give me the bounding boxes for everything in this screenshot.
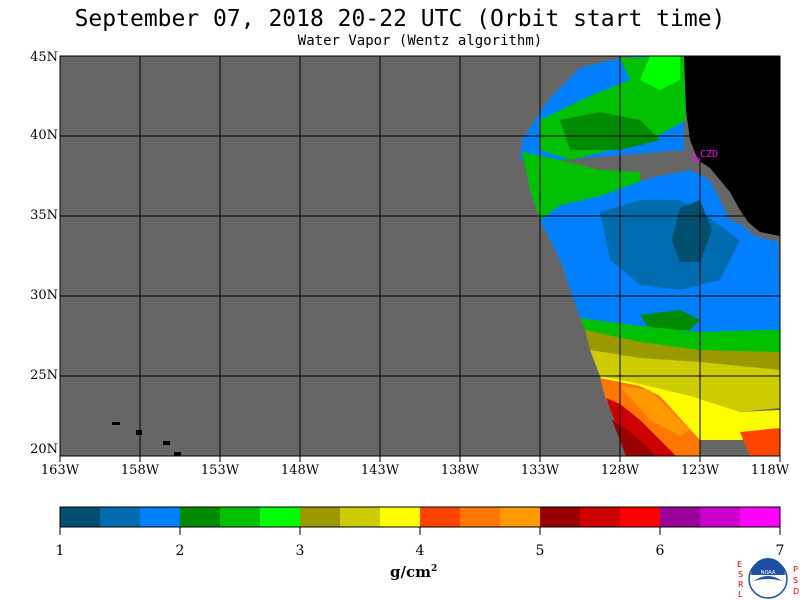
swath-green-south-edge <box>580 318 780 352</box>
colorbar-segment-14 <box>580 507 621 527</box>
colorbar-segment-17 <box>700 507 741 527</box>
colorbar-segment-2 <box>100 507 141 527</box>
lat-lon-grid <box>60 56 780 456</box>
swath-dark-red <box>612 420 656 456</box>
lat-label-45n: 45N <box>30 50 58 65</box>
water-vapor-swath <box>520 56 780 456</box>
colorbar-segment-6 <box>260 507 301 527</box>
colorbar-segment-3 <box>140 507 181 527</box>
colorbar-segment-12 <box>500 507 541 527</box>
colorbar-label-3: 3 <box>295 543 305 559</box>
colorbar-units: g/cm2 <box>390 563 437 581</box>
colorbar-label-5: 5 <box>535 543 545 559</box>
lat-label-20n: 20N <box>30 442 58 457</box>
lon-label-138w: 138W <box>440 463 480 478</box>
colorbar-segment-4 <box>180 507 221 527</box>
map-title: September 07, 2018 20-22 UTC (Orbit star… <box>74 6 726 32</box>
station-icon <box>692 152 702 162</box>
logo-letter-s: S <box>738 570 743 579</box>
swath-green-pocket <box>640 310 700 330</box>
colorbar-segment-15 <box>620 507 661 527</box>
colorbar-segment-16 <box>660 507 701 527</box>
logo-letter-d: D <box>793 587 799 596</box>
logo-letter-e: E <box>737 560 742 569</box>
swath-orange-east <box>740 428 780 456</box>
lat-label-30n: 30N <box>30 288 58 303</box>
lat-label-40n: 40N <box>30 128 58 143</box>
lon-label-143w: 143W <box>360 463 400 478</box>
colorbar-segment-10 <box>420 507 461 527</box>
lon-label-158w: 158W <box>120 463 160 478</box>
lon-label-128w: 128W <box>600 463 640 478</box>
logo-letter-p: P <box>793 565 798 574</box>
colorbar-label-6: 6 <box>655 543 665 559</box>
swath-orange-light <box>620 386 690 436</box>
lon-label-118w: 118W <box>750 463 790 478</box>
logo-letter-s2: S <box>793 576 798 585</box>
colorbar-ticks <box>59 527 781 535</box>
colorbar-segment-11 <box>460 507 501 527</box>
noaa-emblem-text: NOAA <box>761 570 776 576</box>
colorbar-label-4: 4 <box>415 543 425 559</box>
swath-green-west <box>522 152 640 220</box>
lon-label-163w: 163W <box>40 463 80 478</box>
colorbar-segment-13 <box>540 507 581 527</box>
units-base: g/cm <box>390 563 431 581</box>
noaa-emblem-bird <box>754 576 782 581</box>
swath-bright-green-north <box>640 56 680 90</box>
swath-red <box>606 398 676 456</box>
map-frame <box>59 55 781 457</box>
lon-label-153w: 153W <box>200 463 240 478</box>
colorbar-segment-1 <box>60 507 101 527</box>
colorbar <box>60 507 781 527</box>
lat-label-25n: 25N <box>30 368 58 383</box>
colorbar-label-1: 1 <box>55 543 65 559</box>
colorbar-segment-8 <box>340 507 381 527</box>
colorbar-segment-5 <box>220 507 261 527</box>
colorbar-label-7: 7 <box>775 543 785 559</box>
axis-ticks <box>59 456 781 462</box>
lon-label-148w: 148W <box>280 463 320 478</box>
colorbar-segment-7 <box>300 507 341 527</box>
land-north-america <box>684 56 780 236</box>
hawaiian-islands <box>112 422 181 456</box>
units-exponent: 2 <box>430 564 438 574</box>
swath-yellow-olive <box>590 350 780 412</box>
lon-label-123w: 123W <box>680 463 720 478</box>
logo-letter-r: R <box>738 580 744 589</box>
logo-letter-l: L <box>738 590 743 599</box>
swath-dark-green-north <box>560 112 660 150</box>
colorbar-segment-9 <box>380 507 421 527</box>
colorbar-segment-18 <box>740 507 781 527</box>
noaa-esrl-psd-logo: E S R L P S D NOAA <box>737 558 799 599</box>
station-label: CZD <box>700 149 718 160</box>
map-subtitle: Water Vapor (Wentz algorithm) <box>297 33 543 49</box>
station-marker-czd: CZD <box>692 149 718 162</box>
colorbar-label-2: 2 <box>175 543 185 559</box>
noaa-emblem-top <box>751 558 785 575</box>
swath-gap <box>740 226 780 242</box>
lon-label-133w: 133W <box>520 463 560 478</box>
lat-label-35n: 35N <box>30 208 58 223</box>
